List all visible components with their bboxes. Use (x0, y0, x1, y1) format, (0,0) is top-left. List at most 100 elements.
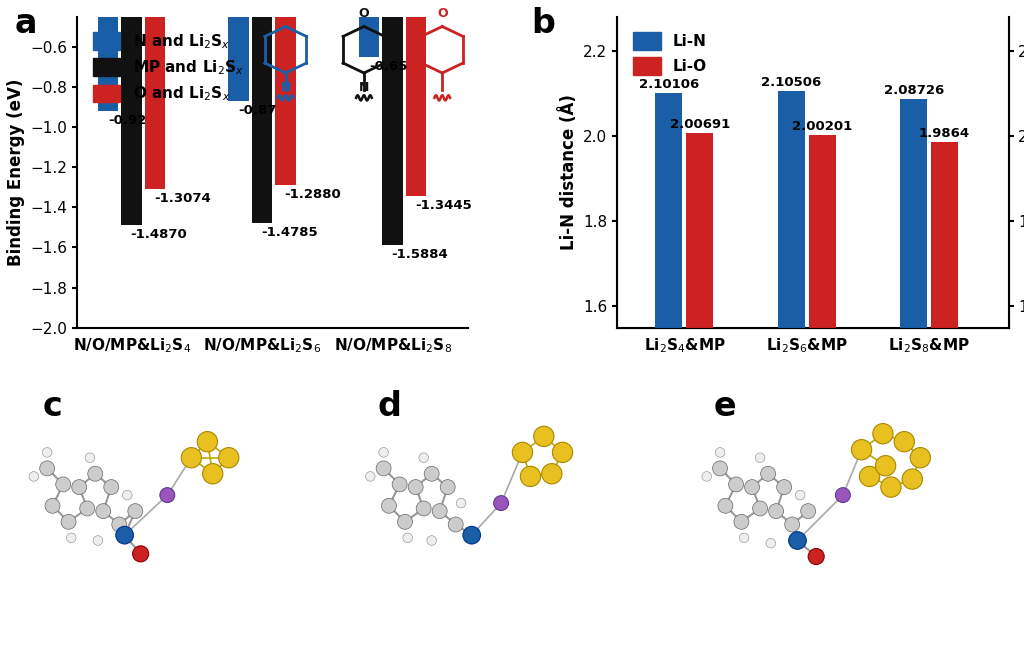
Circle shape (808, 549, 824, 565)
Bar (686, 133, 714, 662)
Circle shape (836, 488, 850, 502)
Bar (406, 0, 426, 196)
Text: 2.08726: 2.08726 (884, 84, 944, 97)
Circle shape (701, 471, 712, 481)
Circle shape (796, 491, 805, 500)
Text: -1.4870: -1.4870 (130, 228, 187, 241)
Bar (144, 0, 166, 189)
Circle shape (419, 453, 428, 463)
Legend: N and Li$_2$S$_x$, MP and Li$_2$S$_x$, O and Li$_2$S$_x$: N and Li$_2$S$_x$, MP and Li$_2$S$_x$, O… (88, 27, 248, 108)
Circle shape (788, 532, 806, 549)
Circle shape (739, 533, 749, 543)
Circle shape (88, 466, 102, 481)
Bar (121, 0, 142, 224)
Text: 2.10506: 2.10506 (761, 76, 821, 89)
Text: a: a (14, 7, 37, 40)
Circle shape (29, 471, 39, 481)
Circle shape (876, 455, 896, 476)
Circle shape (402, 533, 413, 543)
Circle shape (160, 488, 175, 502)
Bar (97, 0, 119, 111)
Circle shape (379, 448, 388, 457)
Circle shape (534, 426, 554, 446)
Circle shape (520, 466, 541, 487)
Circle shape (409, 480, 423, 495)
Circle shape (61, 514, 76, 530)
Circle shape (766, 538, 775, 548)
Circle shape (181, 448, 202, 468)
Circle shape (397, 514, 413, 530)
Circle shape (718, 498, 733, 513)
Bar (382, 0, 403, 245)
Circle shape (753, 501, 768, 516)
Circle shape (713, 461, 727, 476)
Circle shape (392, 477, 408, 492)
Text: -1.3074: -1.3074 (154, 192, 211, 205)
Circle shape (45, 498, 60, 513)
Bar (228, 0, 249, 101)
Text: -1.3445: -1.3445 (415, 199, 472, 212)
Circle shape (85, 453, 94, 463)
Circle shape (859, 466, 880, 487)
Circle shape (376, 461, 391, 476)
Circle shape (715, 448, 725, 457)
Circle shape (382, 498, 396, 513)
Circle shape (67, 533, 76, 543)
Circle shape (769, 504, 783, 518)
Text: -1.2880: -1.2880 (285, 188, 341, 201)
Text: 2.00691: 2.00691 (670, 118, 730, 131)
Bar (275, 0, 296, 185)
Circle shape (440, 480, 456, 495)
Circle shape (457, 498, 466, 508)
Circle shape (424, 466, 439, 481)
Circle shape (734, 514, 749, 530)
Bar (778, 91, 805, 662)
Circle shape (449, 517, 463, 532)
Circle shape (128, 504, 142, 518)
Circle shape (72, 480, 87, 495)
Text: -0.87: -0.87 (239, 104, 278, 117)
Y-axis label: Li-N distance (Å): Li-N distance (Å) (559, 94, 578, 250)
Bar (655, 93, 682, 662)
Text: 1.9864: 1.9864 (919, 127, 970, 140)
Circle shape (872, 424, 893, 444)
Circle shape (881, 477, 901, 497)
Y-axis label: Binding Energy (eV): Binding Energy (eV) (6, 78, 25, 266)
Circle shape (801, 504, 816, 518)
Text: -1.5884: -1.5884 (391, 248, 449, 261)
Circle shape (744, 480, 760, 495)
Circle shape (902, 469, 923, 489)
Circle shape (123, 491, 132, 500)
Text: c: c (43, 390, 62, 423)
Bar (809, 135, 836, 662)
Circle shape (432, 504, 447, 518)
Circle shape (116, 526, 133, 544)
Circle shape (851, 440, 871, 460)
Circle shape (133, 546, 148, 562)
Text: d: d (377, 390, 400, 423)
Bar (900, 99, 927, 662)
Circle shape (910, 448, 931, 468)
Circle shape (103, 480, 119, 495)
Bar (358, 0, 380, 57)
Text: 2.00201: 2.00201 (793, 120, 852, 133)
Circle shape (93, 536, 102, 545)
Circle shape (42, 448, 52, 457)
Circle shape (761, 466, 775, 481)
Circle shape (55, 477, 71, 492)
Circle shape (96, 504, 111, 518)
Circle shape (542, 463, 562, 484)
Text: -1.4785: -1.4785 (261, 226, 317, 239)
Text: 2.10106: 2.10106 (639, 78, 699, 91)
Circle shape (494, 496, 509, 510)
Circle shape (427, 536, 436, 545)
Legend: Li-N, Li-O: Li-N, Li-O (629, 27, 712, 79)
Bar (252, 0, 272, 223)
Circle shape (218, 448, 239, 468)
Circle shape (366, 471, 375, 481)
Circle shape (416, 501, 431, 516)
Bar (931, 142, 958, 662)
Circle shape (512, 442, 532, 463)
Circle shape (894, 432, 914, 452)
Text: e: e (714, 390, 736, 423)
